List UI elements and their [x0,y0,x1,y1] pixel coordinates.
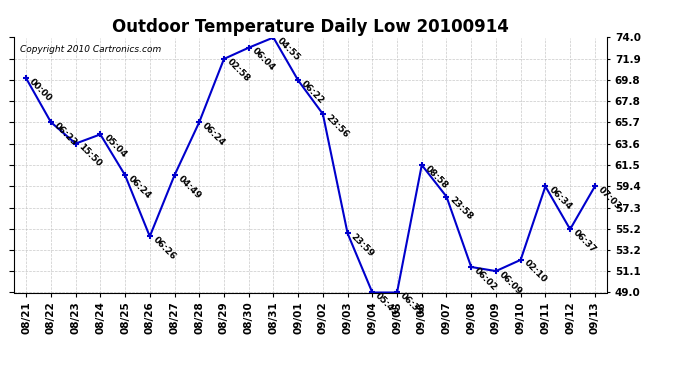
Text: 06:04: 06:04 [250,46,277,73]
Text: 07:03: 07:03 [596,185,623,211]
Text: 06:09: 06:09 [497,270,524,296]
Text: 06:24: 06:24 [201,121,227,147]
Text: 02:10: 02:10 [522,258,549,285]
Text: 00:00: 00:00 [28,77,54,103]
Text: 04:55: 04:55 [275,36,302,63]
Text: 06:34: 06:34 [546,185,573,211]
Text: 04:49: 04:49 [176,174,203,201]
Text: Copyright 2010 Cartronics.com: Copyright 2010 Cartronics.com [20,45,161,54]
Text: 23:58: 23:58 [448,195,475,222]
Title: Outdoor Temperature Daily Low 20100914: Outdoor Temperature Daily Low 20100914 [112,18,509,36]
Text: 06:22: 06:22 [299,79,326,105]
Text: 06:24: 06:24 [126,174,153,200]
Text: 05:04: 05:04 [101,133,128,159]
Text: 02:58: 02:58 [226,57,252,84]
Text: 05:43: 05:43 [374,291,400,318]
Text: 06:23: 06:23 [52,121,79,147]
Text: 06:37: 06:37 [571,228,598,255]
Text: 23:59: 23:59 [349,232,375,259]
Text: 23:56: 23:56 [324,112,351,139]
Text: 15:50: 15:50 [77,142,104,169]
Text: 06:26: 06:26 [151,235,178,261]
Text: 08:58: 08:58 [423,164,450,190]
Text: 06:33: 06:33 [398,291,425,318]
Text: 06:02: 06:02 [473,266,499,292]
